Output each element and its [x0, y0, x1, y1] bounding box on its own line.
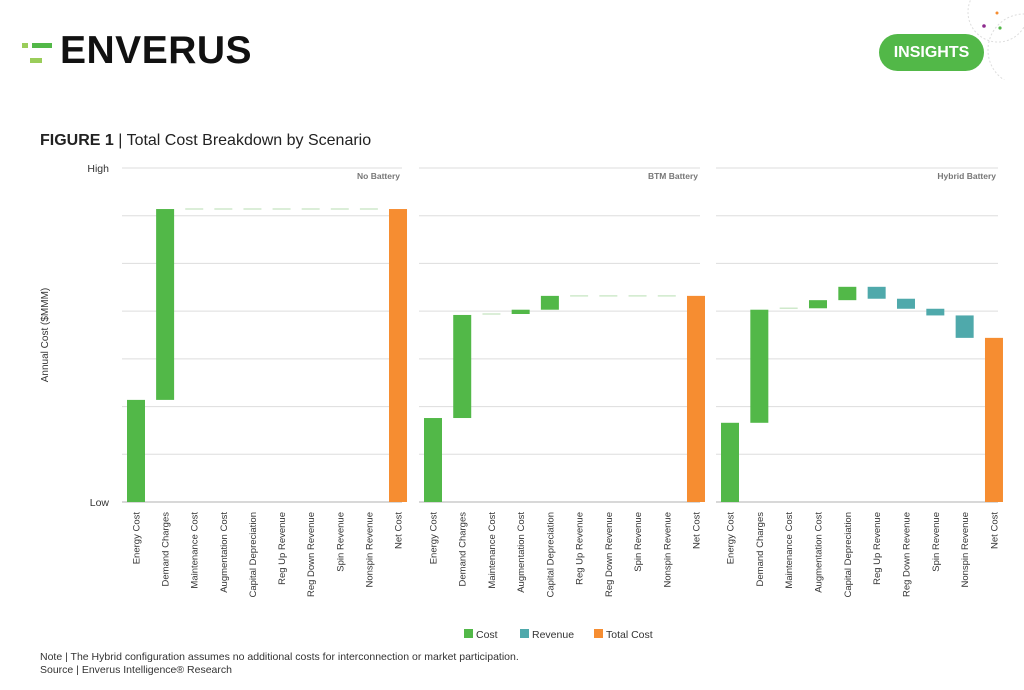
x-tick-label: Reg Up Revenue [872, 512, 883, 585]
bar-energy-cost [721, 422, 739, 502]
x-tick-label: Maintenance Cost [190, 512, 201, 589]
x-tick-label: Capital Depreciation [545, 512, 556, 598]
enverus-logo: ENVERUS [22, 29, 252, 73]
bar-reg-down-revenue [896, 298, 915, 309]
figure-label: FIGURE 1 [40, 132, 114, 149]
x-tick-label: Spin Revenue [335, 512, 346, 572]
bar-demand-charges [156, 209, 175, 400]
x-tick-label: Spin Revenue [633, 512, 644, 572]
x-tick-label: Net Cost [989, 512, 1000, 549]
y-axis-label: Annual Cost ($MMM) [40, 288, 51, 382]
panel-title: No Battery [357, 171, 400, 181]
panel-title: BTM Battery [648, 171, 698, 181]
footer-source: Source | Enverus Intelligence® Research [40, 664, 232, 676]
legend-swatch-revenue [520, 629, 529, 638]
logo-mark-icon [22, 43, 52, 63]
legend-label: Revenue [532, 629, 574, 641]
bar-augmentation-cost [808, 300, 827, 309]
bar-capital-depreciation [540, 295, 559, 310]
panel-title: Hybrid Battery [937, 171, 996, 181]
bar-demand-charges [750, 309, 769, 423]
bar-demand-charges [453, 314, 472, 419]
bar-net-cost [389, 209, 408, 502]
x-tick-label: Demand Charges [161, 512, 172, 587]
bar-spin-revenue [926, 308, 945, 316]
x-tick-label: Reg Up Revenue [277, 512, 288, 585]
bar-energy-cost [424, 418, 442, 502]
x-tick-label: Net Cost [394, 512, 405, 549]
legend-label: Total Cost [606, 629, 653, 641]
footer-notes: Note | The Hybrid configuration assumes … [40, 651, 519, 677]
x-tick-label: Reg Down Revenue [901, 512, 912, 597]
x-tick-label: Spin Revenue [931, 512, 942, 572]
x-tick-label: Capital Depreciation [248, 512, 259, 598]
x-tick-label: Reg Up Revenue [575, 512, 586, 585]
x-tick-label: Reg Down Revenue [604, 512, 615, 597]
legend-swatch-cost [464, 629, 473, 638]
y-tick-high: High [87, 163, 109, 175]
legend-label: Cost [476, 629, 498, 641]
legend-swatch-total [594, 629, 603, 638]
x-tick-label: Augmentation Cost [516, 512, 527, 593]
panel-2: Hybrid Battery Energy Cost Demand Charges M… [716, 167, 1003, 598]
x-tick-label: Demand Charges [458, 512, 469, 587]
x-tick-label: Energy Cost [132, 512, 143, 565]
logo-text: ENVERUS [60, 29, 253, 72]
footer-note: Note | The Hybrid configuration assumes … [40, 651, 519, 663]
insights-badge[interactable]: INSIGHTS [879, 34, 984, 71]
figure-title-text: Total Cost Breakdown by Scenario [126, 132, 372, 149]
bar-energy-cost [127, 399, 145, 502]
x-tick-label: Capital Depreciation [843, 512, 854, 598]
bar-net-cost [686, 295, 705, 502]
x-tick-label: Augmentation Cost [813, 512, 824, 593]
bar-nonspin-revenue [955, 315, 974, 338]
x-tick-label: Maintenance Cost [487, 512, 498, 589]
bar-net-cost [984, 337, 1003, 502]
figure-title: FIGURE 1 | Total Cost Breakdown by Scena… [40, 132, 372, 149]
x-tick-label: Net Cost [691, 512, 702, 549]
decorative-circles-icon [967, 0, 1024, 80]
y-tick-low: Low [90, 497, 110, 509]
x-tick-label: Nonspin Revenue [662, 512, 673, 588]
x-tick-label: Nonspin Revenue [364, 512, 375, 588]
x-tick-label: Maintenance Cost [784, 512, 795, 589]
x-tick-label: Reg Down Revenue [306, 512, 317, 597]
x-tick-label: Nonspin Revenue [960, 512, 971, 588]
panel-0: No Battery Energy Cost Demand Charges Maint… [122, 167, 408, 598]
bar-reg-up-revenue [867, 286, 886, 299]
x-tick-label: Demand Charges [755, 512, 766, 587]
bar-augmentation-cost [511, 309, 530, 315]
panel-1: BTM Battery Energy Cost Demand Charges Main… [419, 167, 705, 598]
x-tick-label: Augmentation Cost [219, 512, 230, 593]
bar-capital-depreciation [838, 286, 857, 301]
x-tick-label: Energy Cost [429, 512, 440, 565]
x-tick-label: Energy Cost [726, 512, 737, 565]
